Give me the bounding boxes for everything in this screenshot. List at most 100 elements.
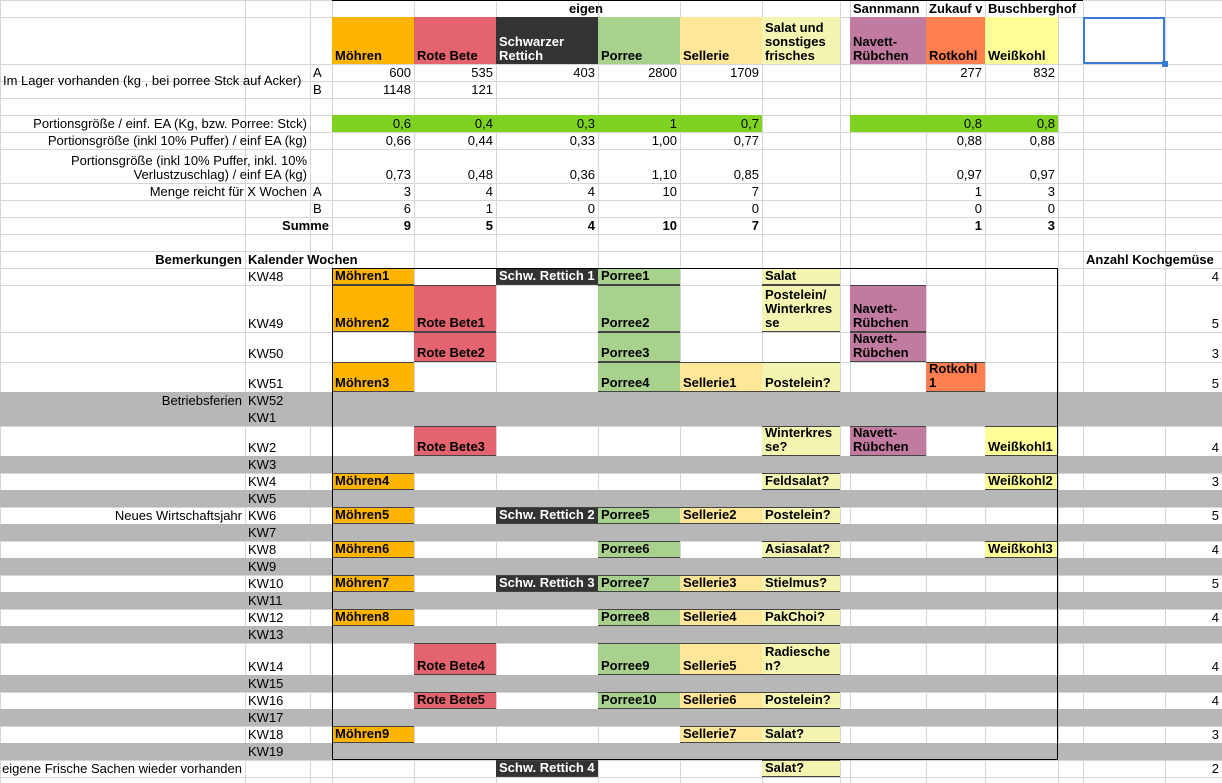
row-sub-label: A (313, 65, 322, 80)
grid-line (0, 64, 1222, 65)
week-label: KW2 (248, 440, 277, 455)
column-header: Navett-Rübchen (850, 17, 926, 64)
grid-line (0, 217, 1222, 218)
delivery-cell: Postelein? (762, 692, 840, 709)
delivery-cell: Sellerie2 (680, 507, 762, 524)
week-label: KW1 (248, 410, 277, 425)
value-cell: 403 (573, 65, 595, 80)
grid-line (245, 0, 246, 783)
week-label: KW3 (248, 457, 277, 472)
delivery-cell: Asiasalat? (762, 541, 840, 558)
delivery-cell: Navett-Rübchen (850, 332, 926, 362)
delivery-cell: Salat? (762, 726, 840, 743)
row-label: Portionsgröße (inkl 10% Puffer) / einf E… (47, 133, 307, 148)
delivery-cell: Postelein/ Winterkresse (762, 285, 840, 332)
value-cell: 0,4 (474, 116, 493, 131)
week-label: KW4 (248, 474, 277, 489)
highlight-cell (598, 115, 680, 132)
value-cell: 832 (1033, 65, 1055, 80)
grid-line (0, 234, 1222, 235)
delivery-cell: Feldsalat? (762, 473, 840, 490)
value-cell: 3 (1047, 218, 1055, 233)
fill-handle[interactable] (1162, 61, 1168, 67)
header-border (332, 0, 1083, 1)
week-label: KW7 (248, 525, 277, 540)
highlight-cell (414, 115, 496, 132)
value-cell: 0,85 (733, 167, 759, 182)
column-header: Salat und sonstiges frisches (762, 17, 840, 64)
row-label: Menge reicht für X Wochen (149, 184, 307, 199)
closed-week-band (0, 626, 1222, 643)
value-cell: 0,36 (569, 167, 595, 182)
week-label: KW8 (248, 542, 277, 557)
delivery-cell: Rote Bete5 (414, 692, 496, 709)
week-label: KW14 (248, 659, 284, 674)
delivery-cell: Sellerie5 (680, 643, 762, 675)
value-cell: 0 (1047, 201, 1055, 216)
row-label: Im Lager vorhanden (kg , bei porree Stck… (3, 72, 302, 88)
delivery-cell: Möhren3 (332, 362, 414, 392)
delivery-cell: Sellerie3 (680, 575, 762, 592)
delivery-cell: Schw. Rettich 2 (496, 507, 598, 524)
group-header: Sannmann (853, 1, 920, 16)
value-cell: 1 (974, 218, 982, 233)
count: 4 (1211, 542, 1219, 557)
highlight-cell (850, 115, 926, 132)
delivery-cell: Sellerie6 (680, 692, 762, 709)
delivery-cell: Porree4 (598, 362, 680, 392)
delivery-cell: Stielmus? (762, 575, 840, 592)
delivery-cell: Salat? (762, 760, 840, 777)
delivery-cell: Porree7 (598, 575, 680, 592)
delivery-cell: Navett-Rübchen (850, 426, 926, 456)
grid-line (840, 0, 841, 783)
remark: Neues Wirtschaftsjahr (114, 508, 242, 523)
grid-line (0, 0, 1, 783)
grid-line (1165, 0, 1166, 783)
count: 5 (1211, 316, 1219, 331)
closed-week-band (0, 743, 1222, 760)
count: 4 (1211, 693, 1219, 708)
value-cell: 600 (389, 65, 411, 80)
row-sub-label: A (313, 184, 322, 199)
value-cell: 0,97 (1029, 167, 1055, 182)
value-cell: 0,8 (963, 116, 982, 131)
count: 3 (1211, 346, 1219, 361)
delivery-cell: Möhren7 (332, 575, 414, 592)
selected-cell[interactable] (1083, 17, 1165, 64)
value-cell: 0,8 (1036, 116, 1055, 131)
highlight-cell (496, 115, 598, 132)
week-label: KW51 (248, 376, 284, 391)
closed-week-band (0, 709, 1222, 726)
count: 4 (1211, 440, 1219, 455)
count: 5 (1211, 576, 1219, 591)
value-cell: 0,3 (576, 116, 595, 131)
delivery-cell: Möhren2 (332, 285, 414, 332)
closed-week-band (0, 456, 1222, 473)
delivery-cell: Porree10 (598, 692, 680, 709)
grid-line (0, 183, 1222, 184)
value-cell: 10 (662, 184, 677, 199)
value-cell: 0 (587, 201, 595, 216)
closed-week-band (0, 392, 1222, 409)
value-cell: 0,66 (385, 133, 411, 148)
row-label: Portionsgröße (inkl 10% Puffer, inkl. 10… (70, 153, 307, 182)
column-header: Porree (598, 17, 680, 64)
value-cell: 7 (751, 218, 759, 233)
delivery-cell: Rote Bete3 (414, 426, 496, 456)
delivery-cell: Navett-Rübchen (850, 285, 926, 332)
grid-line (0, 98, 1222, 99)
delivery-cell: Schw. Rettich 3 (496, 575, 598, 592)
row-label: Summe (282, 218, 329, 233)
group-header: Zukauf v (929, 1, 983, 16)
delivery-cell: Rotkohl1 (926, 362, 985, 392)
week-label: KW5 (248, 491, 277, 506)
value-cell: 1 (669, 116, 677, 131)
count: 5 (1211, 508, 1219, 523)
schedule-header: Kalender Wochen (248, 252, 358, 267)
column-header: Sellerie (680, 17, 762, 64)
column-header: Schwarzer Rettich (496, 17, 598, 64)
count: 4 (1211, 659, 1219, 674)
value-cell: 0 (974, 201, 982, 216)
week-label: KW12 (248, 610, 284, 625)
